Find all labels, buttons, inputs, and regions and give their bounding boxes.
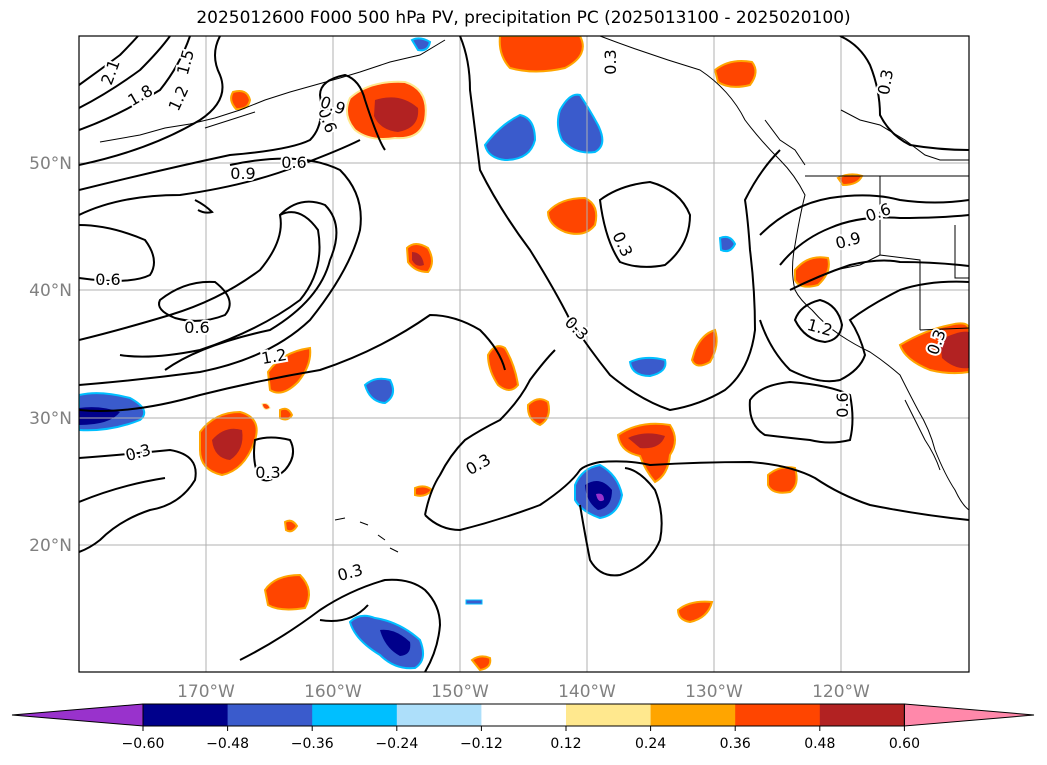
lat-label-40n: 40°N xyxy=(29,281,72,301)
colorbar-segment xyxy=(227,704,313,726)
lat-label-20n: 20°N xyxy=(29,536,72,556)
contour-label: 0.6 xyxy=(831,390,854,419)
colorbar-frame xyxy=(142,703,905,727)
contour-label-text: 0.6 xyxy=(184,318,209,337)
lat-label-30n: 30°N xyxy=(29,409,72,429)
colorbar-segment xyxy=(735,704,821,726)
contour-label: 0.6 xyxy=(279,151,308,174)
colorbar-tick-label: 0.48 xyxy=(804,736,835,752)
colorbar-segment xyxy=(566,704,652,726)
colorbar-tick-label: 0.60 xyxy=(889,736,920,752)
contour-label-text: 0.3 xyxy=(255,463,280,482)
colorbar-tick-label: −0.24 xyxy=(375,736,418,752)
colorbar-segment xyxy=(819,704,905,726)
colorbar-tick-label: −0.12 xyxy=(460,736,503,752)
precip-anomaly-shading xyxy=(79,36,969,672)
longitude-labels: 170°W 160°W 150°W 140°W 130°W 120°W xyxy=(177,682,870,702)
contour-label: 0.6 xyxy=(182,316,211,339)
colorbar-segment xyxy=(396,704,482,726)
colorbar-tick-label: 0.36 xyxy=(720,736,751,752)
contour-label-text: 0.3 xyxy=(601,49,620,74)
lon-label-120w: 120°W xyxy=(812,682,870,702)
lon-label-170w: 170°W xyxy=(177,682,235,702)
lon-label-160w: 160°W xyxy=(304,682,362,702)
colorbar-tick-label: −0.36 xyxy=(291,736,334,752)
colorbar: −0.60 −0.48 −0.36 −0.24 −0.12 0.12 0.24 0.36 0.4… xyxy=(11,703,1035,752)
colorbar-segment xyxy=(312,704,398,726)
contour-label-text: 0.6 xyxy=(281,153,306,172)
colorbar-tick-label: 0.24 xyxy=(635,736,666,752)
lon-label-150w: 150°W xyxy=(431,682,489,702)
colorbar-extend-high xyxy=(903,703,1035,727)
colorbar-segment xyxy=(650,704,736,726)
contour-label: 0.6 xyxy=(93,268,122,291)
coastlines xyxy=(99,36,969,553)
colorbar-segment xyxy=(481,704,567,726)
contour-label: 0.3 xyxy=(253,461,282,484)
colorbar-extend-low xyxy=(11,703,144,727)
pv-contours xyxy=(79,36,969,672)
colorbar-tick-label: −0.60 xyxy=(122,736,165,752)
contour-label: 0.3 xyxy=(599,47,622,76)
lon-label-130w: 130°W xyxy=(685,682,743,702)
lon-label-140w: 140°W xyxy=(558,682,616,702)
colorbar-tick-label: −0.48 xyxy=(206,736,249,752)
contour-label-text: 0.6 xyxy=(95,270,120,289)
colorbar-tick-label: 0.12 xyxy=(550,736,581,752)
contour-label-text: 0.6 xyxy=(833,392,852,417)
graticule xyxy=(79,36,969,672)
contour-label: 0.9 xyxy=(228,162,257,185)
contour-label-text: 0.9 xyxy=(230,164,255,183)
colorbar-segment xyxy=(143,704,229,726)
map-frame xyxy=(78,35,970,673)
lat-label-50n: 50°N xyxy=(29,154,72,174)
latitude-labels: 50°N 40°N 30°N 20°N xyxy=(29,154,72,556)
map-title: 2025012600 F000 500 hPa PV, precipitatio… xyxy=(196,8,851,28)
